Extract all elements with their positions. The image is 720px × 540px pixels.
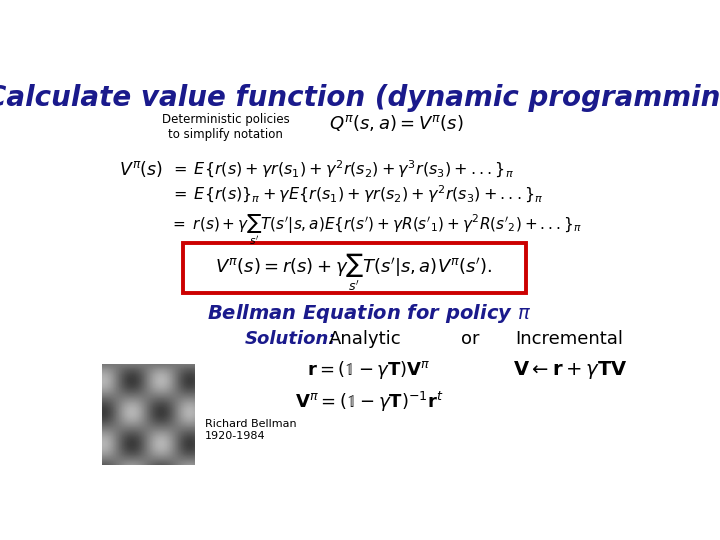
FancyBboxPatch shape xyxy=(183,242,526,294)
Text: $= \; E\{r(s) + \gamma r(s_1) + \gamma^2 r(s_2) + \gamma^3 r(s_3) + ...\}_{\pi}$: $= \; E\{r(s) + \gamma r(s_1) + \gamma^2… xyxy=(170,159,514,180)
Text: $= \; E\{r(s)\}_{\pi} + \gamma E\{r(s_1) + \gamma r(s_2) + \gamma^2 r(s_3) + ...: $= \; E\{r(s)\}_{\pi} + \gamma E\{r(s_1)… xyxy=(170,184,544,205)
Text: Richard Bellman
1920-1984: Richard Bellman 1920-1984 xyxy=(204,419,297,441)
Text: $V^{\pi}(s)$: $V^{\pi}(s)$ xyxy=(120,159,163,179)
Text: $\mathbf{V}^{\pi} = (\mathbb{1} - \gamma \mathbf{T})^{-1}\mathbf{r}^{t}$: $\mathbf{V}^{\pi} = (\mathbb{1} - \gamma… xyxy=(294,390,444,414)
Text: Bellman Equation for policy $\pi$: Bellman Equation for policy $\pi$ xyxy=(207,302,531,325)
Text: $V^{\pi}(s) = r(s) + \gamma \sum_{s'} T(s'|s,a) V^{\pi}(s').$: $V^{\pi}(s) = r(s) + \gamma \sum_{s'} T(… xyxy=(215,252,492,293)
Text: or: or xyxy=(461,330,479,348)
Text: $\mathbf{r} = (\mathbb{1} - \gamma \mathbf{T})\mathbf{V}^{\pi}$: $\mathbf{r} = (\mathbb{1} - \gamma \math… xyxy=(307,359,431,381)
Text: $Q^{\pi}(s,a) = V^{\pi}(s)$: $Q^{\pi}(s,a) = V^{\pi}(s)$ xyxy=(329,112,464,132)
Text: $\mathbf{V} \leftarrow \mathbf{r} + \gamma \mathbf{TV}$: $\mathbf{V} \leftarrow \mathbf{r} + \gam… xyxy=(513,359,628,381)
Text: Solution:: Solution: xyxy=(245,330,337,348)
Text: Analytic: Analytic xyxy=(329,330,402,348)
Text: Calculate value function (dynamic programming): Calculate value function (dynamic progra… xyxy=(0,84,720,112)
Text: Incremental: Incremental xyxy=(515,330,623,348)
Text: Deterministic policies
to simplify notation: Deterministic policies to simplify notat… xyxy=(162,112,289,140)
Text: $= \; r(s) + \gamma \sum_{s'} T(s'|s,a) E\{r(s') + \gamma R(s'_1) + \gamma^2 R(s: $= \; r(s) + \gamma \sum_{s'} T(s'|s,a) … xyxy=(170,213,582,247)
